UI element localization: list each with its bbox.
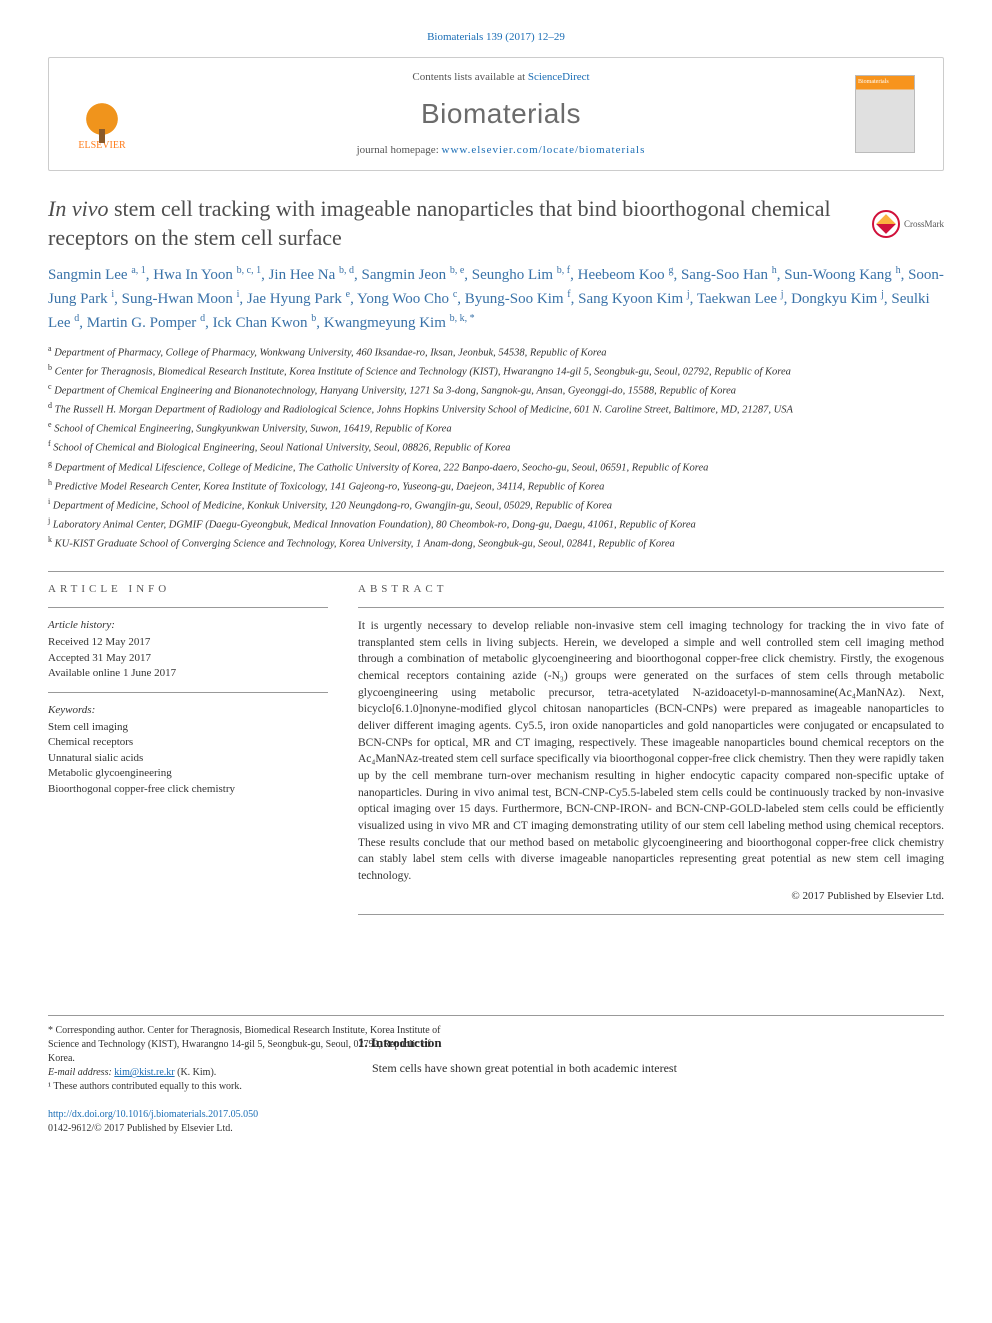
title-rest: stem cell tracking with imageable nanopa… xyxy=(48,196,831,250)
affiliation-item: b Center for Theragnosis, Biomedical Res… xyxy=(48,362,944,380)
title-italic: In vivo xyxy=(48,196,108,221)
crossmark-icon xyxy=(872,210,900,238)
homepage-link[interactable]: www.elsevier.com/locate/biomaterials xyxy=(442,144,646,156)
affiliation-item: f School of Chemical and Biological Engi… xyxy=(48,438,944,456)
top-citation: Biomaterials 139 (2017) 12–29 xyxy=(48,30,944,45)
affiliation-item: k KU-KIST Graduate School of Converging … xyxy=(48,534,944,552)
affiliation-item: i Department of Medicine, School of Medi… xyxy=(48,496,944,514)
info-divider xyxy=(48,607,328,608)
keyword-item: Unnatural sialic acids xyxy=(48,751,328,766)
crossmark-badge[interactable]: CrossMark xyxy=(872,195,944,252)
introduction-text: Stem cells have shown great potential in… xyxy=(358,1060,944,1077)
divider xyxy=(48,571,944,572)
keyword-item: Stem cell imaging xyxy=(48,720,328,735)
contents-line: Contents lists available at ScienceDirec… xyxy=(163,70,839,85)
affiliation-item: h Predictive Model Research Center, Kore… xyxy=(48,477,944,495)
abstract-column: ABSTRACT It is urgently necessary to dev… xyxy=(358,582,944,926)
email-label: E-mail address: xyxy=(48,1067,114,1078)
affiliation-item: g Department of Medical Lifescience, Col… xyxy=(48,458,944,476)
crossmark-label: CrossMark xyxy=(904,218,944,231)
introduction-heading: 1. Introduction xyxy=(358,1034,944,1052)
email-name: (K. Kim). xyxy=(175,1067,217,1078)
issn-line: 0142-9612/© 2017 Published by Elsevier L… xyxy=(48,1123,233,1134)
article-info-heading: ARTICLE INFO xyxy=(48,582,328,597)
contents-prefix: Contents lists available at xyxy=(412,71,527,83)
footnote-divider xyxy=(48,1015,944,1016)
article-info-column: ARTICLE INFO Article history: Received 1… xyxy=(48,582,328,926)
homepage-prefix: journal homepage: xyxy=(357,144,442,156)
affiliation-item: e School of Chemical Engineering, Sungky… xyxy=(48,419,944,437)
journal-title: Biomaterials xyxy=(163,94,839,133)
accepted-date: Accepted 31 May 2017 xyxy=(48,651,328,666)
abstract-text: It is urgently necessary to develop reli… xyxy=(358,618,944,885)
sciencedirect-link[interactable]: ScienceDirect xyxy=(528,71,590,83)
affiliation-item: j Laboratory Animal Center, DGMIF (Daegu… xyxy=(48,515,944,533)
author-list: Sangmin Lee a, 1, Hwa In Yoon b, c, 1, J… xyxy=(48,263,944,335)
abstract-bottom-divider xyxy=(358,914,944,915)
corresponding-email-link[interactable]: kim@kist.re.kr xyxy=(114,1067,174,1078)
available-date: Available online 1 June 2017 xyxy=(48,666,328,681)
abstract-copyright: © 2017 Published by Elsevier Ltd. xyxy=(358,889,944,904)
elsevier-logo: ELSEVIER xyxy=(67,75,137,153)
keyword-item: Metabolic glycoengineering xyxy=(48,766,328,781)
journal-header: ELSEVIER Contents lists available at Sci… xyxy=(48,57,944,171)
info-divider xyxy=(48,692,328,693)
introduction-block: 1. Introduction Stem cells have shown gr… xyxy=(358,1034,944,1094)
abstract-heading: ABSTRACT xyxy=(358,582,944,597)
journal-cover-thumbnail: Biomaterials xyxy=(855,75,915,153)
doi-block: http://dx.doi.org/10.1016/j.biomaterials… xyxy=(48,1108,944,1136)
affiliations-list: a Department of Pharmacy, College of Pha… xyxy=(48,343,944,553)
elsevier-tree-icon xyxy=(77,89,127,139)
keyword-item: Bioorthogonal copper-free click chemistr… xyxy=(48,782,328,797)
keyword-item: Chemical receptors xyxy=(48,735,328,750)
received-date: Received 12 May 2017 xyxy=(48,635,328,650)
abstract-divider xyxy=(358,607,944,608)
affiliation-item: a Department of Pharmacy, College of Pha… xyxy=(48,343,944,361)
affiliation-item: d The Russell H. Morgan Department of Ra… xyxy=(48,400,944,418)
homepage-line: journal homepage: www.elsevier.com/locat… xyxy=(163,143,839,158)
affiliation-item: c Department of Chemical Engineering and… xyxy=(48,381,944,399)
history-heading: Article history: xyxy=(48,618,328,633)
keywords-heading: Keywords: xyxy=(48,703,328,718)
doi-link[interactable]: http://dx.doi.org/10.1016/j.biomaterials… xyxy=(48,1109,258,1120)
article-title: In vivo stem cell tracking with imageabl… xyxy=(48,195,860,252)
